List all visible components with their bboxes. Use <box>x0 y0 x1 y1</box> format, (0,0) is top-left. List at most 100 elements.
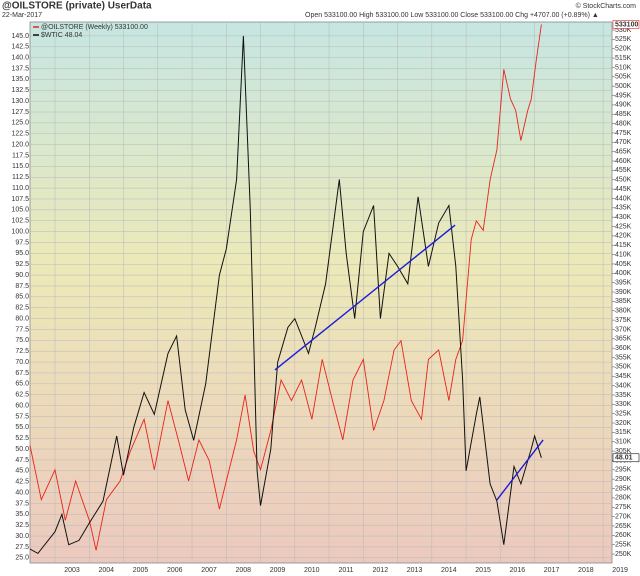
y-tick-label: 82.5 <box>15 305 29 312</box>
y-tick-label: 35.0 <box>15 511 29 518</box>
y-tick-label: 65.0 <box>15 381 29 388</box>
trend-line <box>274 224 456 371</box>
y2-tick-label: 405K <box>615 261 632 268</box>
y2-tick-label: 290K <box>615 476 632 483</box>
y2-tick-label: 480K <box>615 120 632 127</box>
y2-tick-label: 500K <box>615 83 632 90</box>
y2-tick-label: 420K <box>615 233 632 240</box>
y2-tick-label: 460K <box>615 158 632 165</box>
y-tick-label: 70.0 <box>15 359 29 366</box>
y-tick-label: 127.5 <box>11 109 29 116</box>
y-tick-label: 50.0 <box>15 446 29 453</box>
y2-tick-label: 440K <box>615 195 632 202</box>
y-tick-label: 100.0 <box>11 228 29 235</box>
y-tick-label: 60.0 <box>15 402 29 409</box>
credit: © StockCharts.com <box>576 2 637 10</box>
y-tick-label: 90.0 <box>15 272 29 279</box>
y-tick-label: 115.0 <box>12 163 29 170</box>
y2-tick-label: 360K <box>615 345 632 352</box>
legend-label: @OILSTORE (Weekly) 533100.00 <box>41 24 148 31</box>
y-tick-label: 145.0 <box>11 33 29 40</box>
y2-tick-label: 370K <box>615 326 632 333</box>
legend-label: $WTIC 48.04 <box>41 32 82 39</box>
y-tick-label: 45.0 <box>15 468 29 475</box>
y-tick-label: 47.5 <box>15 457 29 464</box>
y-tick-label: 42.5 <box>15 479 29 486</box>
y2-tick-label: 320K <box>615 420 632 427</box>
y-tick-label: 67.5 <box>15 370 29 377</box>
y-tick-label: 112.5 <box>12 174 29 181</box>
y2-tick-label: 515K <box>615 55 632 62</box>
y-tick-label: 95.0 <box>15 250 29 257</box>
y2-tick-label: 250K <box>615 551 632 558</box>
y2-tick-label: 450K <box>615 177 632 184</box>
y2-tick-label: 475K <box>615 130 632 137</box>
last-value-tag <box>612 453 640 463</box>
x-tick-label: 2011 <box>339 567 354 574</box>
y2-tick-label: 390K <box>615 289 632 296</box>
y2-tick-label: 275K <box>615 504 632 511</box>
y2-tick-label: 375K <box>615 317 632 324</box>
y2-tick-label: 270K <box>615 513 632 520</box>
x-tick-label: 2005 <box>133 567 149 574</box>
y2-tick-label: 380K <box>615 308 632 315</box>
y2-tick-label: 325K <box>615 411 632 418</box>
x-tick-label: 2017 <box>544 567 560 574</box>
y2-tick-label: 350K <box>615 364 632 371</box>
series-line <box>29 24 542 551</box>
y2-tick-label: 330K <box>615 401 632 408</box>
last-value-tag <box>612 20 640 29</box>
x-tick-label: 2008 <box>235 567 251 574</box>
y2-tick-label: 495K <box>615 92 632 99</box>
x-tick-label: 2014 <box>441 567 457 574</box>
x-tick-label: 2010 <box>304 567 320 574</box>
y2-tick-label: 310K <box>615 439 632 446</box>
y-tick-label: 85.0 <box>15 294 29 301</box>
y2-tick-label: 285K <box>615 485 632 492</box>
y2-tick-label: 365K <box>615 336 632 343</box>
y2-tick-label: 490K <box>615 102 632 109</box>
y2-tick-label: 425K <box>615 223 632 230</box>
y-tick-label: 140.0 <box>11 55 29 62</box>
y-tick-label: 55.0 <box>15 424 29 431</box>
y-tick-label: 75.0 <box>15 337 29 344</box>
y-tick-label: 97.5 <box>15 239 29 246</box>
y-tick-label: 92.5 <box>15 261 29 268</box>
y2-tick-label: 410K <box>615 251 632 258</box>
y2-tick-label: 430K <box>615 214 632 221</box>
y2-tick-label: 355K <box>615 354 632 361</box>
y-tick-label: 130.0 <box>11 98 29 105</box>
trend-line <box>496 439 544 501</box>
x-tick-label: 2013 <box>407 567 423 574</box>
y2-tick-label: 455K <box>615 167 632 174</box>
y-tick-label: 110.0 <box>12 185 29 192</box>
y2-tick-label: 340K <box>615 382 632 389</box>
x-tick-label: 2018 <box>578 567 594 574</box>
y-tick-label: 122.5 <box>11 131 29 138</box>
x-tick-label: 2015 <box>475 567 491 574</box>
y-tick-label: 105.0 <box>11 207 29 214</box>
series-line <box>29 35 542 555</box>
y2-tick-label: 265K <box>615 523 632 530</box>
y2-tick-label: 305K <box>615 448 632 455</box>
y-tick-label: 27.5 <box>15 544 29 551</box>
y-tick-label: 37.5 <box>15 500 29 507</box>
y2-tick-label: 345K <box>615 373 632 380</box>
y-tick-label: 142.5 <box>11 44 29 51</box>
y2-tick-label: 465K <box>615 149 632 156</box>
y-tick-label: 52.5 <box>15 435 29 442</box>
y-tick-label: 135.0 <box>11 76 29 83</box>
x-tick-label: 2004 <box>98 567 114 574</box>
chart-title: @OILSTORE (private) UserData <box>2 1 152 12</box>
y-tick-label: 57.5 <box>15 413 29 420</box>
x-tick-label: 2019 <box>612 567 628 574</box>
y-tick-label: 87.5 <box>15 283 29 290</box>
y2-tick-label: 295K <box>615 467 632 474</box>
y-tick-label: 32.5 <box>15 522 29 529</box>
y-tick-label: 125.0 <box>11 120 29 127</box>
y2-tick-label: 280K <box>615 495 632 502</box>
x-tick-label: 2006 <box>167 567 183 574</box>
y-tick-label: 107.5 <box>11 196 29 203</box>
y2-tick-label: 315K <box>615 429 632 436</box>
y-tick-label: 30.0 <box>15 533 29 540</box>
